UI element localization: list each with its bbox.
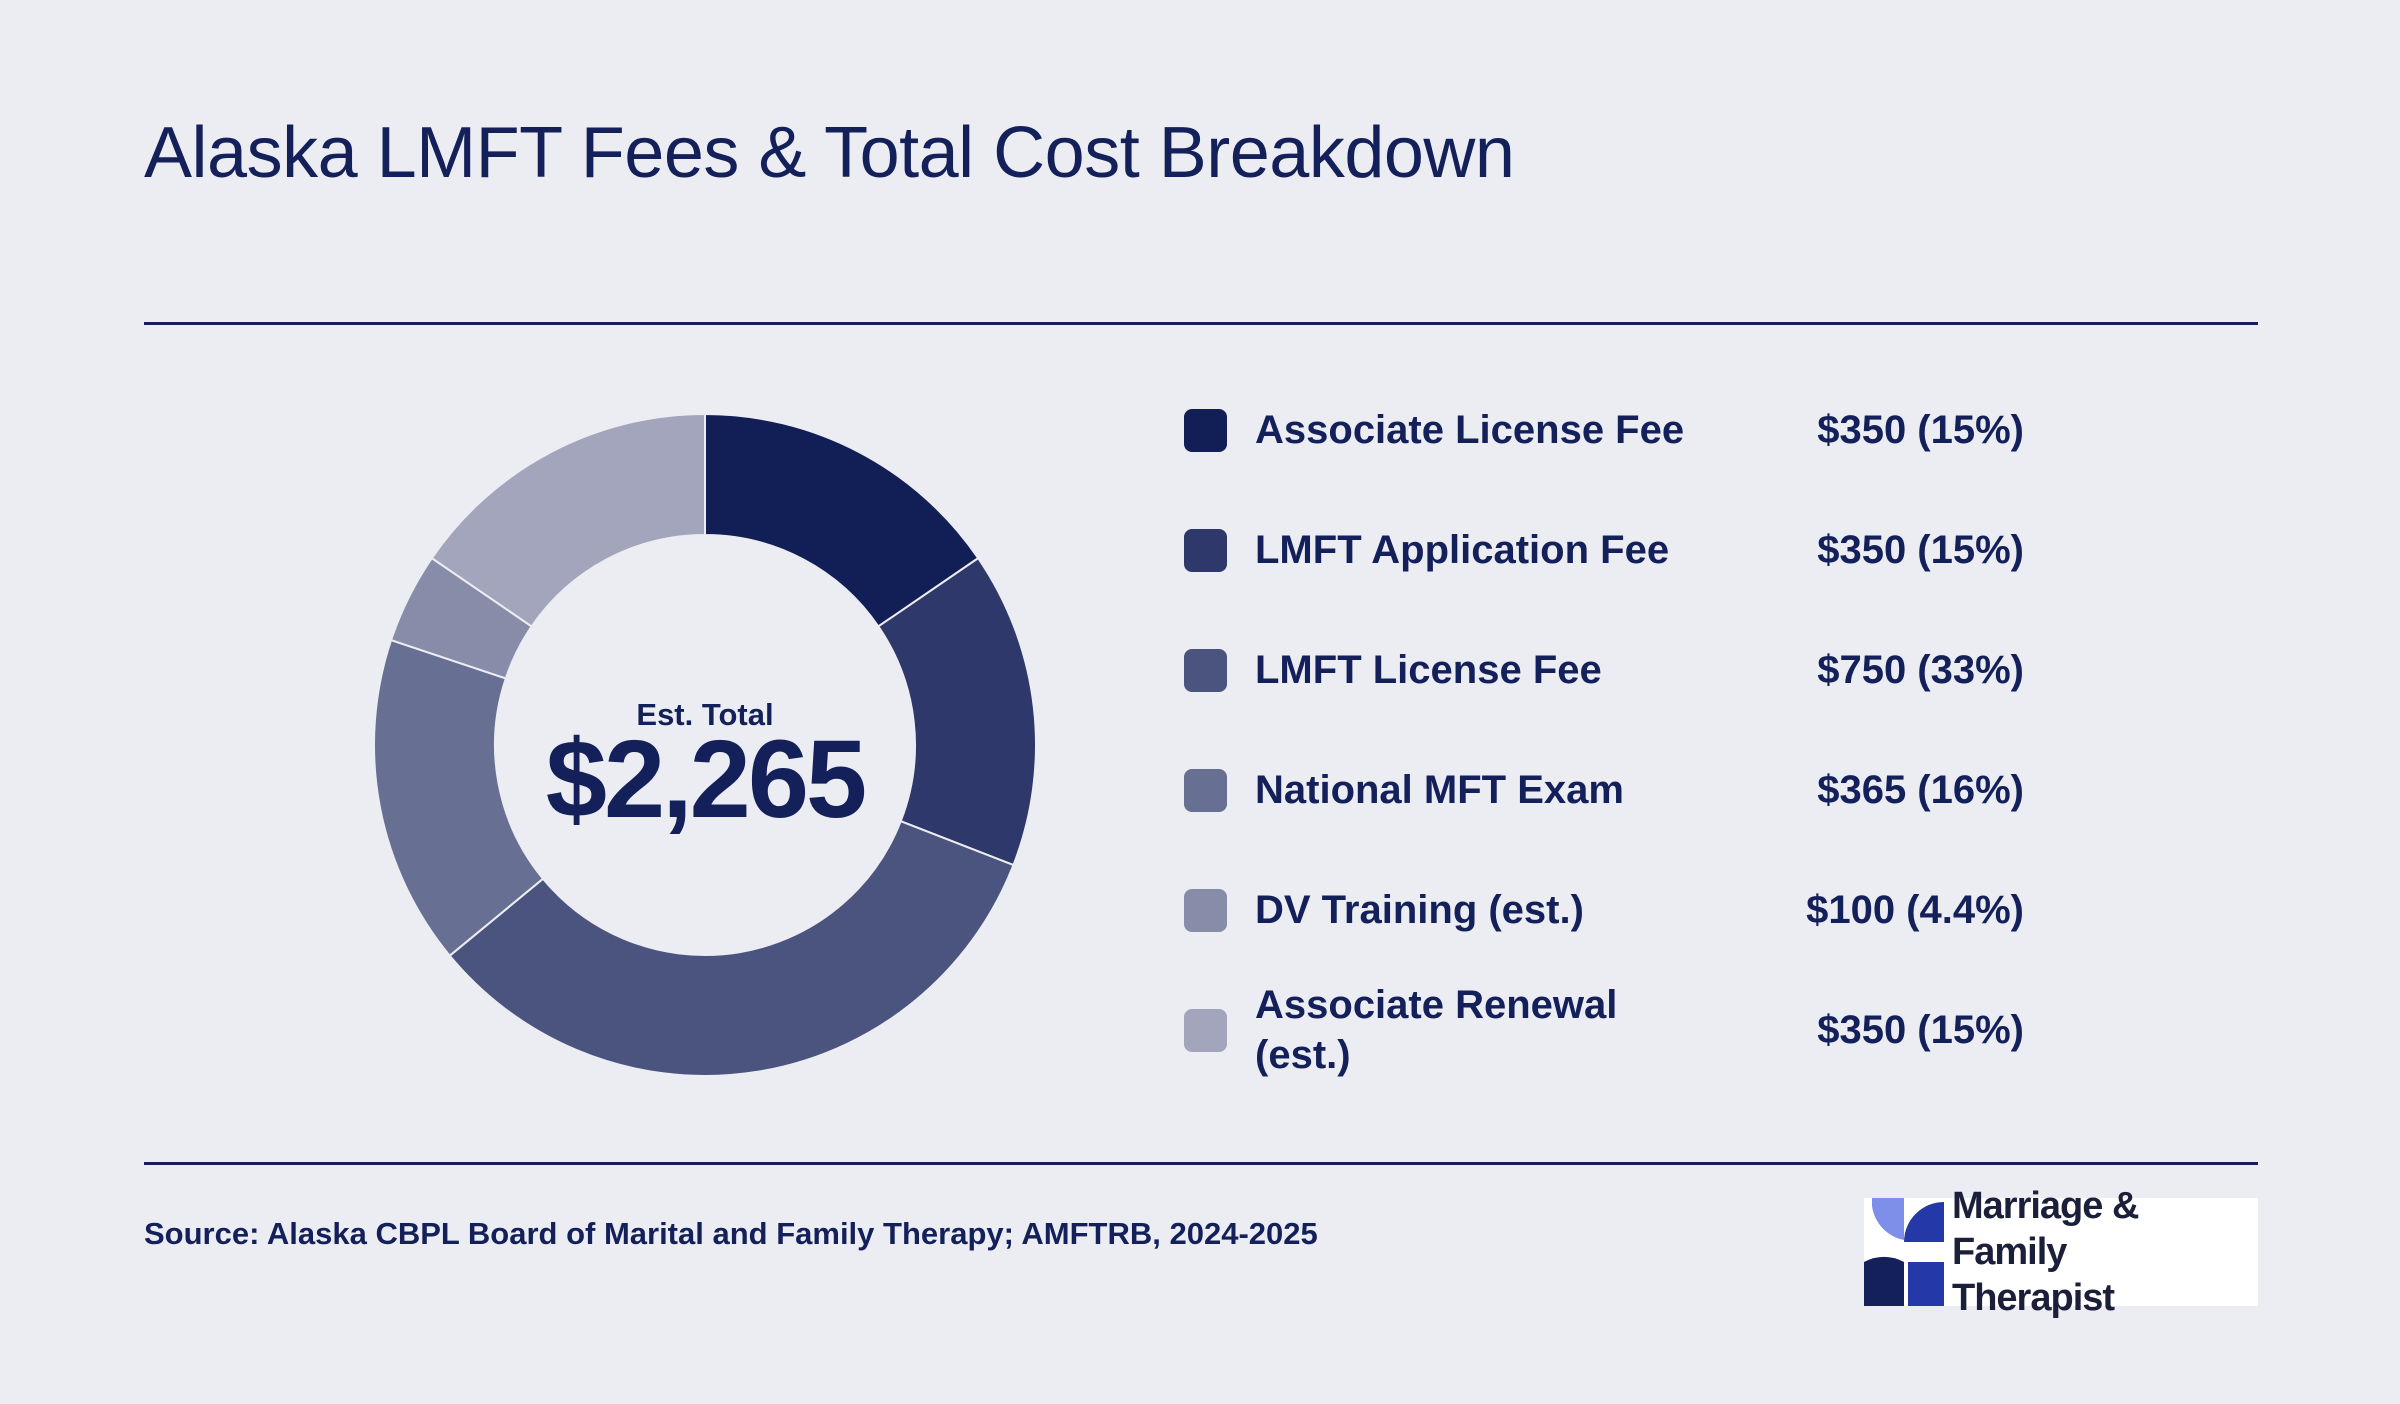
legend-label: National MFT Exam bbox=[1255, 768, 1624, 812]
logo-text-line2: Therapist bbox=[1952, 1277, 2115, 1319]
page-title: Alaska LMFT Fees & Total Cost Breakdown bbox=[144, 113, 1515, 193]
legend-value: $365 (16%) bbox=[1817, 767, 2024, 812]
donut-slice-lmft-application-fee bbox=[876, 556, 1037, 867]
legend-value: $350 (15%) bbox=[1817, 1007, 2024, 1052]
logo-mark-icon bbox=[1864, 1198, 1944, 1306]
legend-swatch bbox=[1184, 528, 1227, 572]
legend-item-lmft-license-fee: LMFT License Fee $750 (33%) bbox=[1184, 610, 2044, 730]
legend-value: $750 (33%) bbox=[1817, 647, 2024, 692]
legend-label: LMFT Application Fee bbox=[1255, 528, 1670, 572]
logo-text-line1: Marriage & Family bbox=[1952, 1185, 2139, 1273]
donut-slice-associate-license-fee bbox=[704, 412, 980, 628]
legend-swatch bbox=[1184, 888, 1227, 932]
legend-value: $350 (15%) bbox=[1817, 407, 2024, 452]
legend-label: Associate License Fee bbox=[1255, 408, 1685, 452]
donut-slice-lmft-license-fee bbox=[448, 819, 1015, 1077]
donut-slice-associate-renewal-est bbox=[430, 412, 706, 628]
total-value: $2,265 bbox=[545, 718, 867, 841]
brand-logo: Marriage & Family Therapist bbox=[1864, 1185, 2258, 1319]
legend-swatch bbox=[1184, 768, 1227, 812]
donut-slice-national-mft-exam bbox=[373, 638, 545, 958]
top-divider bbox=[144, 322, 2258, 325]
bottom-divider bbox=[144, 1162, 2258, 1165]
legend-value: $350 (15%) bbox=[1817, 527, 2024, 572]
legend-label: Associate Renewal (est.) bbox=[1255, 983, 1618, 1077]
legend-swatch bbox=[1184, 648, 1227, 692]
legend-item-lmft-application-fee: LMFT Application Fee $350 (15%) bbox=[1184, 490, 2044, 610]
source-note: Source: Alaska CBPL Board of Marital and… bbox=[144, 1216, 1318, 1251]
legend-swatch bbox=[1184, 1008, 1227, 1052]
legend-item-national-mft-exam: National MFT Exam $365 (16%) bbox=[1184, 730, 2044, 850]
legend-value: $100 (4.4%) bbox=[1806, 887, 2024, 932]
total-label: Est. Total bbox=[636, 697, 774, 732]
legend-swatch bbox=[1184, 408, 1227, 452]
legend-item-associate-renewal: Associate Renewal (est.) $350 (15%) bbox=[1184, 970, 2044, 1090]
legend-item-associate-license-fee: Associate License Fee $350 (15%) bbox=[1184, 370, 2044, 490]
legend-label: DV Training (est.) bbox=[1255, 888, 1584, 932]
donut-chart bbox=[373, 412, 1037, 1077]
legend-label: LMFT License Fee bbox=[1255, 648, 1602, 692]
legend-item-dv-training: DV Training (est.) $100 (4.4%) bbox=[1184, 850, 2044, 970]
